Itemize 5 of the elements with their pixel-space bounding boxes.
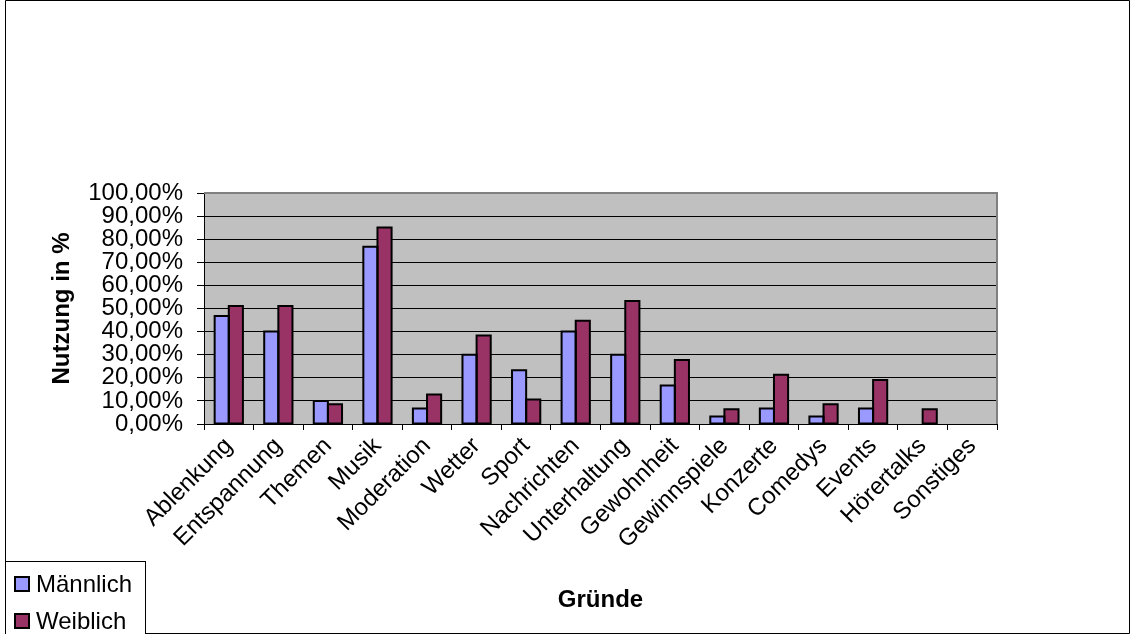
legend-label: Weiblich xyxy=(36,606,127,634)
y-axis-title: Nutzung in % xyxy=(47,232,75,385)
legend-label: Männlich xyxy=(36,569,133,598)
y-tick-label: 100,00% xyxy=(88,177,183,205)
x-axis-title: Gründe xyxy=(557,585,644,613)
